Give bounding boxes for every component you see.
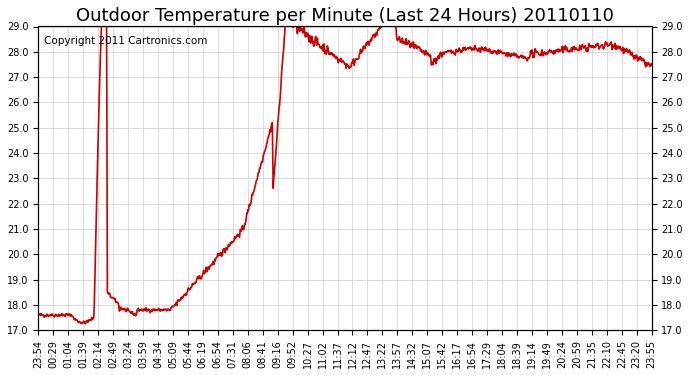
Text: Copyright 2011 Cartronics.com: Copyright 2011 Cartronics.com [44,36,208,46]
Title: Outdoor Temperature per Minute (Last 24 Hours) 20110110: Outdoor Temperature per Minute (Last 24 … [76,7,614,25]
